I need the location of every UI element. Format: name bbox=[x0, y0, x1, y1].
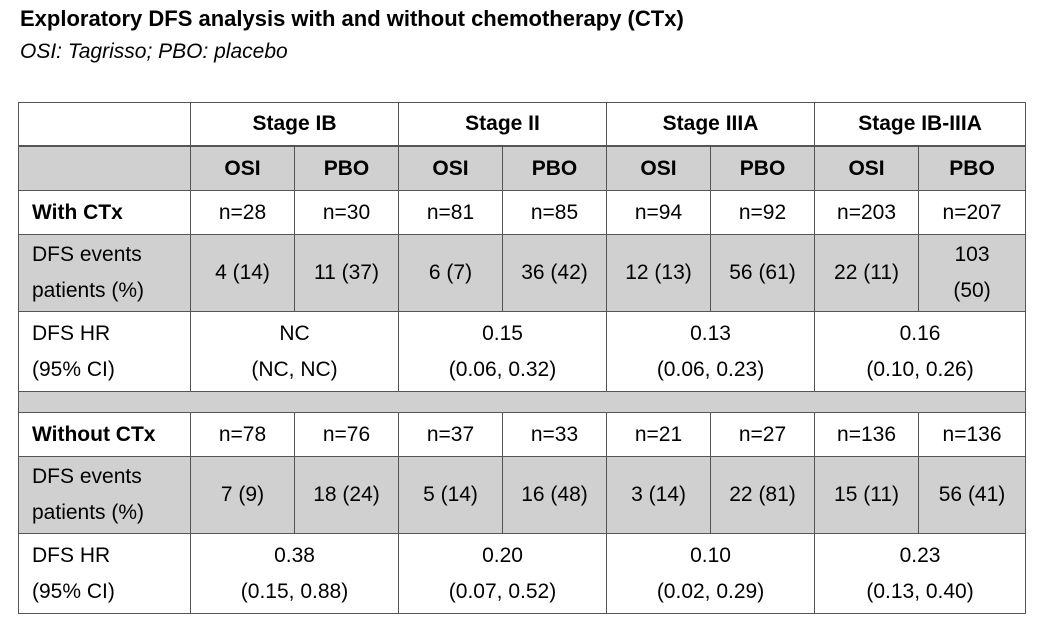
hr-value: 0.23 bbox=[899, 543, 941, 567]
hr-ci: (0.10, 0.26) bbox=[866, 357, 974, 381]
events-cell: 36 (42) bbox=[501, 234, 608, 312]
hr-ci: (0.02, 0.29) bbox=[656, 579, 765, 603]
events-cell: 22 (11) bbox=[814, 234, 920, 312]
n-cell: n=27 bbox=[710, 412, 816, 457]
without-ctx-n-row: Without CTx n=78 n=76 n=37 n=33 n=21 n=2… bbox=[18, 412, 1027, 457]
n-cell: n=28 bbox=[190, 190, 295, 235]
stage-header: Stage IIIA bbox=[606, 102, 816, 147]
stage-header: Stage IB-IIIA bbox=[814, 102, 1027, 147]
row-label-line: (95% CI) bbox=[32, 357, 115, 381]
arm-header: OSI bbox=[814, 145, 920, 191]
row-label-line: DFS HR bbox=[32, 543, 111, 567]
row-label: Without CTx bbox=[18, 412, 191, 457]
events-cell: 15 (11) bbox=[814, 456, 920, 534]
page-subtitle: OSI: Tagrisso; PBO: placebo bbox=[20, 40, 288, 63]
arm-header: OSI bbox=[606, 145, 712, 191]
without-ctx-events-row: DFS events patients (%) 7 (9) 18 (24) 5 … bbox=[18, 456, 1027, 534]
hr-value: 0.15 bbox=[482, 321, 523, 345]
hr-value: 0.38 bbox=[274, 543, 315, 567]
events-cell: 18 (24) bbox=[294, 456, 399, 534]
events-line: (50) bbox=[953, 279, 991, 302]
events-line: 103 bbox=[954, 243, 990, 266]
n-cell: n=136 bbox=[918, 412, 1027, 457]
with-ctx-hr-row: DFS HR (95% CI) NC (NC, NC) 0.15 (0.06, … bbox=[18, 311, 1027, 392]
arm-header: PBO bbox=[501, 145, 608, 191]
with-ctx-events-row: DFS events patients (%) 4 (14) 11 (37) 6… bbox=[18, 234, 1027, 312]
stage-header-row: Stage IB Stage II Stage IIIA Stage IB-II… bbox=[18, 102, 1027, 147]
n-cell: n=136 bbox=[814, 412, 920, 457]
n-cell: n=78 bbox=[190, 412, 295, 457]
hr-cell: 0.10 (0.02, 0.29) bbox=[606, 533, 816, 614]
hr-cell: 0.15 (0.06, 0.32) bbox=[397, 311, 608, 392]
hr-value: 0.10 bbox=[690, 543, 731, 567]
hr-value: NC bbox=[279, 321, 310, 345]
hr-cell: 0.23 (0.13, 0.40) bbox=[814, 533, 1027, 614]
row-label: DFS HR (95% CI) bbox=[18, 311, 191, 392]
hr-ci: (0.15, 0.88) bbox=[240, 579, 349, 603]
n-cell: n=30 bbox=[294, 190, 399, 235]
events-cell: 3 (14) bbox=[606, 456, 712, 534]
events-cell: 7 (9) bbox=[190, 456, 295, 534]
corner-cell bbox=[18, 145, 191, 191]
n-cell: n=81 bbox=[398, 190, 503, 235]
row-label-line: patients (%) bbox=[32, 501, 145, 524]
row-label-line: DFS HR bbox=[32, 321, 111, 345]
page-title: Exploratory DFS analysis with and withou… bbox=[20, 6, 684, 31]
separator-row bbox=[17, 391, 1027, 413]
arm-header: PBO bbox=[294, 145, 399, 191]
hr-ci: (0.13, 0.40) bbox=[866, 579, 974, 603]
hr-value: 0.13 bbox=[690, 321, 731, 345]
events-cell: 22 (81) bbox=[710, 456, 816, 534]
row-label-line: (95% CI) bbox=[32, 579, 115, 603]
corner-cell bbox=[18, 102, 191, 147]
hr-cell: 0.13 (0.06, 0.23) bbox=[606, 311, 816, 392]
n-cell: n=33 bbox=[501, 412, 608, 457]
hr-value: 0.16 bbox=[899, 321, 941, 345]
events-cell: 6 (7) bbox=[398, 234, 503, 312]
arm-header: OSI bbox=[398, 145, 503, 191]
events-cell: 5 (14) bbox=[398, 456, 503, 534]
events-cell: 103 (50) bbox=[918, 234, 1027, 312]
n-cell: n=94 bbox=[606, 190, 712, 235]
dfs-table: Stage IB Stage II Stage IIIA Stage IB-II… bbox=[17, 102, 1027, 614]
with-ctx-n-row: With CTx n=28 n=30 n=81 n=85 n=94 n=92 n… bbox=[18, 190, 1027, 235]
events-cell: 16 (48) bbox=[501, 456, 608, 534]
arm-header-row: OSI PBO OSI PBO OSI PBO OSI PBO bbox=[18, 145, 1027, 191]
n-cell: n=203 bbox=[814, 190, 920, 235]
arm-header: PBO bbox=[710, 145, 816, 191]
hr-ci: (0.06, 0.23) bbox=[656, 357, 765, 381]
separator-cell bbox=[17, 391, 1027, 413]
hr-ci: (NC, NC) bbox=[251, 357, 338, 381]
arm-header: PBO bbox=[918, 145, 1027, 191]
events-cell: 56 (61) bbox=[710, 234, 816, 312]
hr-ci: (0.06, 0.32) bbox=[448, 357, 557, 381]
without-ctx-hr-row: DFS HR (95% CI) 0.38 (0.15, 0.88) 0.20 (… bbox=[18, 533, 1027, 614]
n-cell: n=85 bbox=[501, 190, 608, 235]
n-cell: n=207 bbox=[918, 190, 1027, 235]
row-label: DFS events patients (%) bbox=[18, 456, 191, 534]
row-label: DFS events patients (%) bbox=[18, 234, 191, 312]
stage-header: Stage IB bbox=[190, 102, 399, 147]
hr-cell: NC (NC, NC) bbox=[190, 311, 399, 392]
hr-value: 0.20 bbox=[482, 543, 523, 567]
n-cell: n=37 bbox=[398, 412, 503, 457]
stage-header: Stage II bbox=[397, 102, 608, 147]
row-label-line: patients (%) bbox=[32, 279, 145, 302]
events-cell: 4 (14) bbox=[190, 234, 295, 312]
events-cell: 12 (13) bbox=[606, 234, 712, 312]
arm-header: OSI bbox=[190, 145, 295, 191]
row-label-line: DFS events bbox=[32, 465, 142, 488]
n-cell: n=21 bbox=[606, 412, 712, 457]
n-cell: n=92 bbox=[710, 190, 816, 235]
events-cell: 56 (41) bbox=[918, 456, 1027, 534]
hr-cell: 0.20 (0.07, 0.52) bbox=[397, 533, 608, 614]
hr-ci: (0.07, 0.52) bbox=[448, 579, 557, 603]
row-label-line: DFS events bbox=[32, 243, 142, 266]
row-label: DFS HR (95% CI) bbox=[18, 533, 191, 614]
n-cell: n=76 bbox=[294, 412, 399, 457]
row-label: With CTx bbox=[18, 190, 191, 235]
hr-cell: 0.16 (0.10, 0.26) bbox=[814, 311, 1027, 392]
hr-cell: 0.38 (0.15, 0.88) bbox=[190, 533, 399, 614]
events-cell: 11 (37) bbox=[294, 234, 399, 312]
